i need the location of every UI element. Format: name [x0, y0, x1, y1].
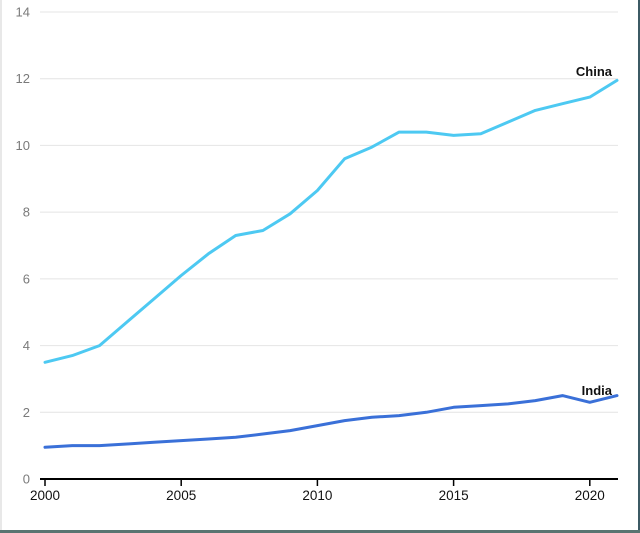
- x-tick-label-2000: 2000: [30, 488, 60, 503]
- x-tick-label-2005: 2005: [166, 488, 196, 503]
- y-tick-label-2: 2: [23, 405, 30, 420]
- y-tick-label-14: 14: [16, 5, 30, 20]
- y-tick-label-8: 8: [23, 205, 30, 220]
- window-edge-left: [0, 0, 2, 533]
- x-tick-label-2015: 2015: [439, 488, 469, 503]
- india-line: [43, 394, 619, 449]
- x-tick-label-2020: 2020: [575, 488, 605, 503]
- y-tick-label-4: 4: [23, 338, 30, 353]
- y-tick-label-0: 0: [23, 472, 30, 487]
- y-tick-label-12: 12: [16, 71, 30, 86]
- window-edge-bottom: [0, 530, 640, 533]
- window-edge-right: [638, 0, 640, 533]
- china-series-label: China: [575, 64, 612, 79]
- x-tick-label-2010: 2010: [302, 488, 332, 503]
- india-series-label: India: [581, 383, 612, 398]
- y-tick-label-6: 6: [23, 271, 30, 286]
- y-tick-label-10: 10: [16, 138, 30, 153]
- china-line: [43, 78, 619, 364]
